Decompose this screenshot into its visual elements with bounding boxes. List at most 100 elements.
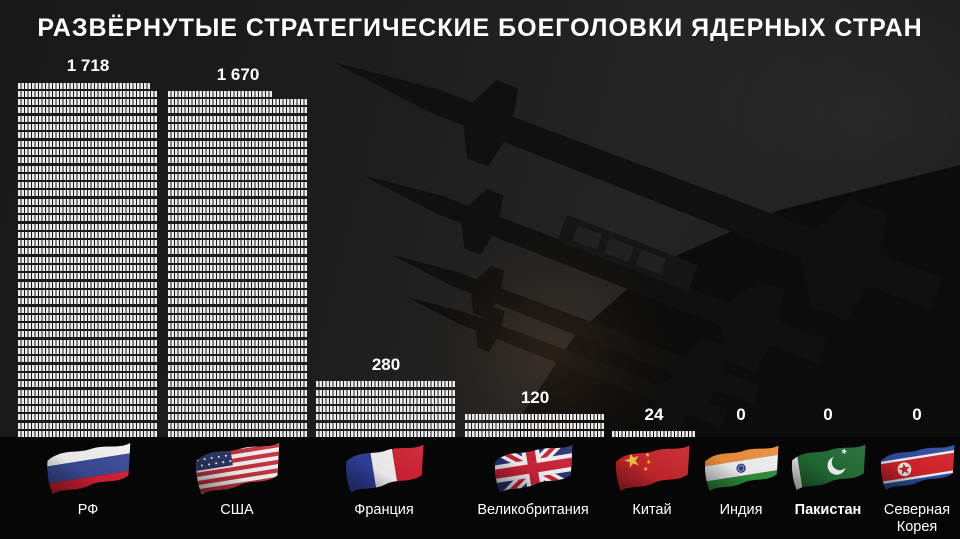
- flag-russia: [43, 441, 133, 499]
- warhead-icon-row: [168, 381, 307, 388]
- warhead-icon-row: [18, 82, 150, 89]
- flag-north-korea: [877, 443, 957, 494]
- warhead-icon-row: [168, 107, 307, 114]
- warhead-icon-row: [18, 397, 157, 404]
- warhead-icon-row: [316, 406, 455, 413]
- warhead-icon-row: [168, 148, 307, 155]
- warhead-icon-row: [168, 190, 307, 197]
- warhead-icon-row: [168, 372, 307, 379]
- warhead-icon-row: [168, 414, 307, 421]
- warhead-icon-row: [316, 431, 455, 437]
- warhead-icon-row: [465, 431, 604, 437]
- warhead-icon-row: [18, 389, 157, 396]
- warhead-icon-row: [168, 124, 307, 131]
- warhead-icon-row: [168, 431, 307, 437]
- warhead-icon-row: [18, 364, 157, 371]
- warhead-icon-row: [18, 273, 157, 280]
- warhead-icon-row: [168, 182, 307, 189]
- warhead-icon-row: [168, 389, 307, 396]
- value-label-china: 24: [644, 405, 664, 425]
- warhead-icon-row: [18, 331, 157, 338]
- warhead-icon-row: [18, 339, 157, 346]
- warhead-icon-row: [316, 381, 455, 388]
- chart-title: РАЗВЁРНУТЫЕ СТРАТЕГИЧЕСКИЕ БОЕГОЛОВКИ ЯД…: [37, 14, 923, 42]
- pictogram-bar-usa: [168, 89, 307, 437]
- value-label-pakistan: 0: [823, 405, 833, 425]
- country-label-india: Индия: [719, 502, 763, 518]
- warhead-icon-row: [18, 165, 157, 172]
- warhead-icon-row: [18, 90, 157, 97]
- country-label-china: Китай: [632, 502, 672, 518]
- warhead-icon-row: [168, 331, 307, 338]
- warhead-icon-row: [18, 256, 157, 263]
- pictogram-bar-uk: [465, 412, 604, 437]
- warhead-icon-row: [168, 198, 307, 205]
- warhead-icon-row: [18, 298, 157, 305]
- warhead-icon-row: [18, 323, 157, 330]
- warhead-icon-row: [465, 422, 604, 429]
- value-label-france: 280: [371, 355, 401, 375]
- warhead-icon-row: [168, 231, 307, 238]
- country-label-pakistan: Пакистан: [794, 502, 862, 518]
- flag-france: [342, 443, 426, 497]
- warhead-icon-row: [18, 182, 157, 189]
- warhead-icon-row: [18, 215, 157, 222]
- flag-china: [612, 444, 692, 495]
- warhead-icon-row: [168, 289, 307, 296]
- warhead-icon-row: [18, 248, 157, 255]
- warhead-icon-row: [168, 215, 307, 222]
- warhead-icon-row: [168, 140, 307, 147]
- warhead-icon-row: [18, 140, 157, 147]
- warhead-icon-row: [18, 431, 157, 437]
- warhead-icon-row: [18, 132, 157, 139]
- warhead-icon-row: [18, 306, 157, 313]
- warhead-icon-row: [168, 99, 307, 106]
- flag-pakistan: [788, 443, 868, 494]
- warhead-icon-row: [18, 414, 157, 421]
- warhead-icon-row: [168, 339, 307, 346]
- warhead-icon-row: [168, 223, 307, 230]
- warhead-icon-row: [168, 298, 307, 305]
- value-label-india: 0: [736, 405, 746, 425]
- warhead-icon-row: [465, 414, 604, 421]
- country-label-uk: Великобритания: [477, 502, 589, 518]
- warhead-icon-row: [168, 281, 307, 288]
- warhead-icon-row: [612, 431, 695, 437]
- warhead-icon-row: [18, 381, 157, 388]
- warhead-icon-row: [18, 148, 157, 155]
- warhead-icon-row: [168, 115, 307, 122]
- warhead-icon-row: [18, 198, 157, 205]
- warhead-icon-row: [168, 132, 307, 139]
- warhead-icon-row: [168, 265, 307, 272]
- warhead-icon-row: [168, 90, 272, 97]
- value-label-uk: 120: [520, 388, 550, 408]
- launcher-truss: [557, 214, 698, 292]
- warhead-icon-row: [168, 157, 307, 164]
- warhead-icon-row: [18, 223, 157, 230]
- warhead-icon-row: [168, 256, 307, 263]
- warhead-icon-row: [316, 422, 455, 429]
- flag-uk: [491, 443, 575, 497]
- warhead-icon-row: [316, 389, 455, 396]
- warhead-icon-row: [168, 406, 307, 413]
- value-label-usa: 1 670: [216, 64, 260, 84]
- flag-india: [701, 444, 781, 495]
- warhead-icon-row: [18, 356, 157, 363]
- warhead-icon-row: [168, 348, 307, 355]
- warhead-icon-row: [168, 397, 307, 404]
- value-label-russia: 1 718: [66, 56, 110, 76]
- warhead-icon-row: [18, 157, 157, 164]
- country-label-north-korea: Северная Корея: [883, 502, 951, 535]
- warhead-icon-row: [168, 314, 307, 321]
- warhead-icon-row: [18, 372, 157, 379]
- warhead-icon-row: [18, 314, 157, 321]
- warhead-icon-row: [316, 397, 455, 404]
- warhead-icon-row: [316, 414, 455, 421]
- warhead-icon-row: [18, 289, 157, 296]
- warhead-icon-row: [18, 107, 157, 114]
- flag-usa: [192, 441, 282, 499]
